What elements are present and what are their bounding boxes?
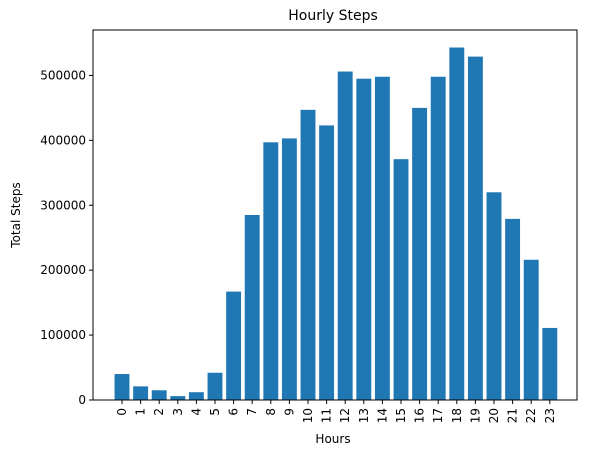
x-axis: 0 1 2 3 4 5 6 7 8 9 10 11 12 13 14 15 16 17 18 19 20 21 22 23: [115, 400, 557, 423]
bar-hour-6: [226, 291, 242, 400]
x-tick-label: 0: [115, 408, 129, 416]
bar-hour-12: [337, 71, 353, 400]
bar-hour-9: [281, 138, 297, 400]
x-tick-label: 1: [134, 408, 148, 416]
x-tick-label: 22: [524, 408, 538, 423]
x-tick-label: 18: [450, 408, 464, 423]
x-axis-title: Hours: [315, 432, 350, 446]
x-tick-label: 13: [357, 408, 371, 423]
x-tick-label: 6: [227, 408, 241, 416]
bar-hour-19: [467, 56, 483, 401]
y-tick-label: 400000: [40, 133, 86, 147]
bar-hour-16: [412, 107, 428, 400]
x-tick-label: 10: [301, 408, 315, 423]
bar-hour-8: [263, 142, 279, 401]
chart-title: Hourly Steps: [288, 8, 378, 24]
x-tick-label: 16: [413, 408, 427, 423]
x-tick-label: 19: [468, 408, 482, 423]
bar-hour-1: [133, 386, 149, 400]
y-tick-label: 200000: [40, 263, 86, 277]
x-tick-label: 20: [487, 408, 501, 423]
x-tick-label: 11: [320, 408, 334, 423]
bar-hour-0: [114, 374, 130, 400]
bar-hour-22: [523, 259, 539, 400]
y-tick-label: 100000: [40, 328, 86, 342]
x-tick-label: 12: [338, 408, 352, 423]
bar-hour-17: [430, 76, 446, 401]
x-tick-label: 4: [189, 408, 203, 416]
x-tick-label: 17: [431, 408, 445, 423]
bars-group: [114, 47, 558, 401]
bar-hour-7: [244, 215, 260, 400]
y-tick-label: 500000: [40, 68, 86, 82]
x-tick-label: 21: [506, 408, 520, 423]
bar-hour-13: [356, 78, 372, 401]
bar-hour-4: [188, 392, 204, 400]
bar-hour-23: [542, 327, 558, 400]
bar-hour-20: [486, 192, 502, 400]
plot-frame: [92, 29, 578, 401]
x-tick-label: 23: [543, 408, 557, 423]
bar-hour-11: [319, 125, 335, 401]
x-tick-label: 2: [152, 408, 166, 416]
bar-hour-14: [374, 76, 390, 401]
x-tick-label: 3: [171, 408, 185, 416]
x-tick-label: 8: [264, 408, 278, 416]
x-tick-label: 7: [245, 408, 259, 416]
x-tick-label: 14: [375, 408, 389, 423]
y-tick-label: 300000: [40, 198, 86, 212]
x-tick-label: 9: [282, 408, 296, 416]
x-tick-label: 15: [394, 408, 408, 423]
bar-hour-10: [300, 109, 316, 400]
bar-hour-21: [505, 218, 521, 400]
bar-hour-2: [151, 390, 167, 400]
y-axis-title: Total Steps: [9, 182, 23, 248]
bar-hour-18: [449, 47, 465, 400]
bar-hour-3: [170, 396, 186, 400]
bar-hour-5: [207, 372, 223, 400]
bar-hour-15: [393, 159, 409, 400]
y-axis: 0 100000 200000 300000 400000 500000: [40, 68, 93, 407]
y-tick-label: 0: [78, 393, 86, 407]
x-tick-label: 5: [208, 408, 222, 416]
